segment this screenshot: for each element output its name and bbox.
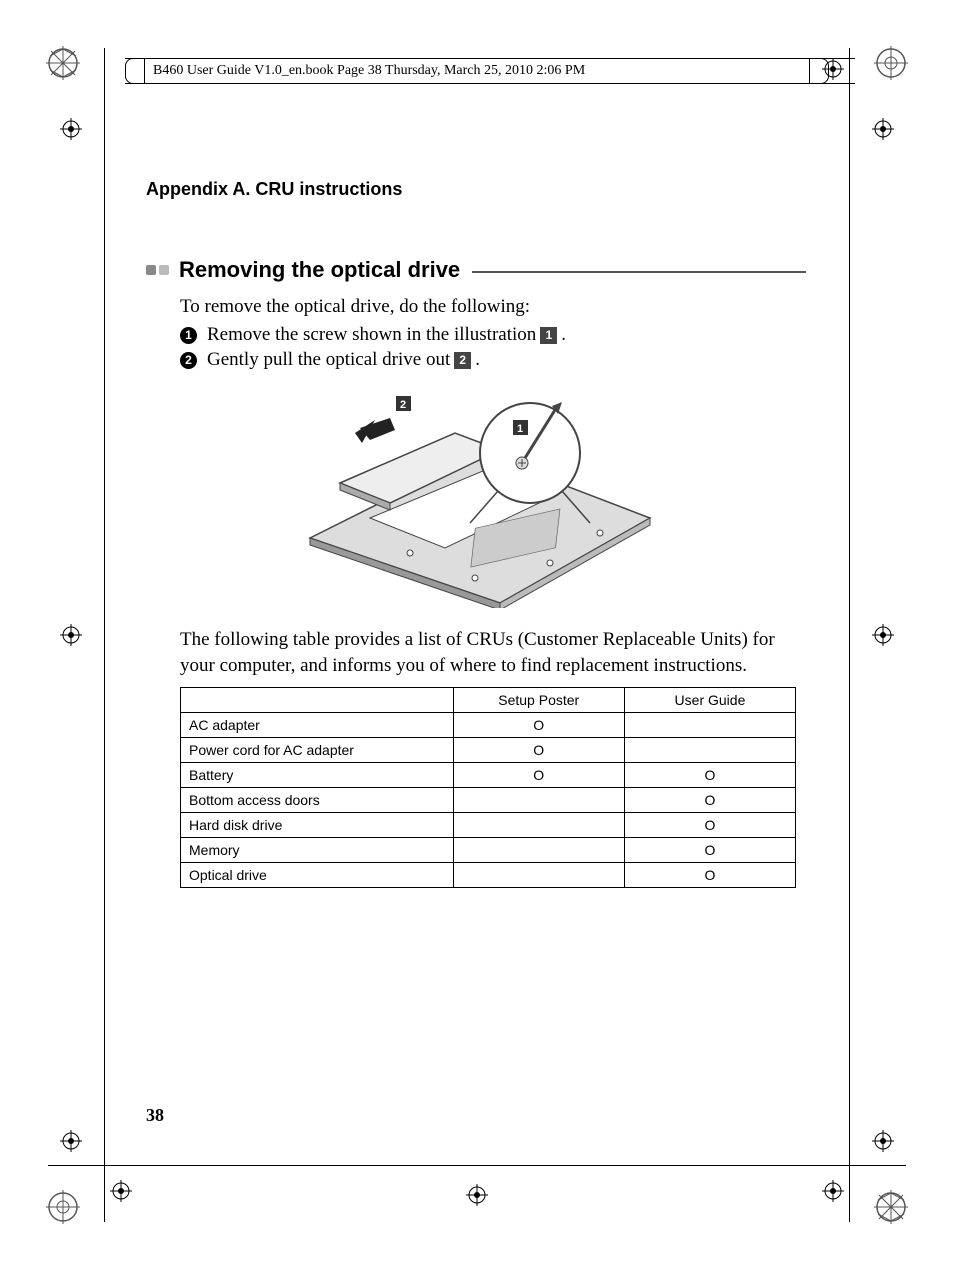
step-text-after: .	[561, 324, 566, 346]
table-row: AC adapterO	[181, 713, 796, 738]
setup-poster-mark	[453, 863, 624, 888]
setup-poster-mark: O	[453, 738, 624, 763]
table-row: Hard disk drive O	[181, 813, 796, 838]
crosshair-icon	[110, 1180, 132, 1202]
header-cap-right	[809, 58, 829, 84]
cru-label: Optical drive	[181, 863, 454, 888]
table-row: Optical drive O	[181, 863, 796, 888]
cru-label: Memory	[181, 838, 454, 863]
step-2: 2 Gently pull the optical drive out 2 .	[180, 349, 480, 371]
user-guide-mark: O	[624, 838, 795, 863]
step-number-icon: 2	[180, 352, 197, 369]
crosshair-icon	[60, 624, 82, 646]
crosshair-icon	[872, 624, 894, 646]
crop-rule	[849, 48, 850, 1222]
reg-mark-icon	[46, 46, 80, 80]
optical-drive-illustration: 1 2	[300, 388, 656, 608]
table-header-row: Setup Poster User Guide	[181, 688, 796, 713]
user-guide-mark	[624, 713, 795, 738]
crop-rule	[104, 48, 105, 1222]
section-heading: Removing the optical drive	[146, 257, 806, 283]
user-guide-mark: O	[624, 863, 795, 888]
reg-mark-icon	[46, 1190, 80, 1224]
reg-mark-icon	[874, 46, 908, 80]
step-text: Gently pull the optical drive out	[207, 349, 450, 371]
callout-ref-icon: 2	[454, 352, 471, 369]
crosshair-icon	[872, 118, 894, 140]
cru-table: Setup Poster User Guide AC adapterOPower…	[180, 687, 796, 888]
step-number-icon: 1	[180, 327, 197, 344]
crosshair-icon	[822, 1180, 844, 1202]
setup-poster-mark	[453, 788, 624, 813]
setup-poster-mark: O	[453, 763, 624, 788]
illus-callout-1: 1	[517, 423, 523, 435]
setup-poster-mark	[453, 838, 624, 863]
user-guide-mark	[624, 738, 795, 763]
cru-label: Battery	[181, 763, 454, 788]
step-text-after: .	[475, 349, 480, 371]
header-meta: B460 User Guide V1.0_en.book Page 38 Thu…	[125, 58, 855, 84]
cru-label: AC adapter	[181, 713, 454, 738]
crosshair-icon	[60, 1130, 82, 1152]
illus-callout-2: 2	[400, 399, 406, 411]
heading-rule	[472, 271, 806, 273]
section-title: Removing the optical drive	[179, 257, 460, 283]
header-meta-text: B460 User Guide V1.0_en.book Page 38 Thu…	[153, 63, 585, 79]
user-guide-mark: O	[624, 788, 795, 813]
user-guide-mark: O	[624, 763, 795, 788]
user-guide-mark: O	[624, 813, 795, 838]
table-header: User Guide	[624, 688, 795, 713]
appendix-title: Appendix A. CRU instructions	[146, 179, 402, 200]
crosshair-icon	[872, 1130, 894, 1152]
cru-label: Bottom access doors	[181, 788, 454, 813]
intro-text: To remove the optical drive, do the foll…	[180, 296, 530, 318]
page-number: 38	[146, 1105, 164, 1126]
step-1: 1 Remove the screw shown in the illustra…	[180, 324, 566, 346]
setup-poster-mark: O	[453, 713, 624, 738]
step-text: Remove the screw shown in the illustrati…	[207, 324, 536, 346]
table-row: BatteryOO	[181, 763, 796, 788]
table-header: Setup Poster	[453, 688, 624, 713]
table-row: Bottom access doors O	[181, 788, 796, 813]
table-row: Power cord for AC adapterO	[181, 738, 796, 763]
crosshair-icon	[60, 118, 82, 140]
setup-poster-mark	[453, 813, 624, 838]
cru-label: Hard disk drive	[181, 813, 454, 838]
cru-label: Power cord for AC adapter	[181, 738, 454, 763]
heading-bullet-icon	[146, 265, 169, 275]
callout-ref-icon: 1	[540, 327, 557, 344]
table-row: Memory O	[181, 838, 796, 863]
table-header	[181, 688, 454, 713]
cru-paragraph: The following table provides a list of C…	[180, 627, 796, 678]
reg-mark-icon	[874, 1190, 908, 1224]
crop-rule	[48, 1165, 906, 1166]
crosshair-icon	[466, 1184, 488, 1206]
